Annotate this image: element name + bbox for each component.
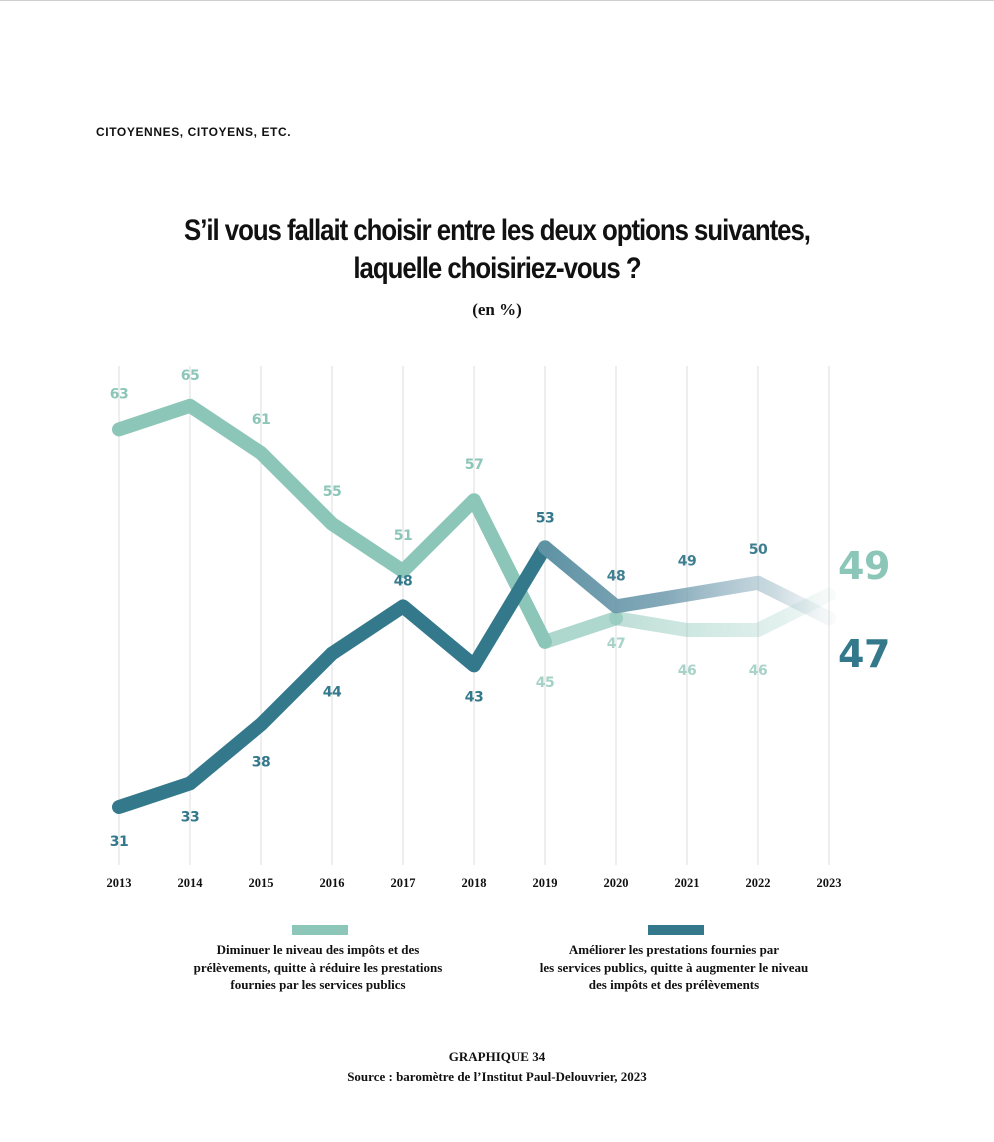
label-diminuer-2022: 46: [749, 663, 767, 679]
label-diminuer-2015: 61: [252, 412, 270, 428]
label-ameliorer-2013: 31: [110, 834, 128, 850]
series-line-ameliorer: [112, 540, 552, 814]
label-diminuer-2014: 65: [181, 368, 199, 384]
source-note: Source : baromètre de l’Institut Paul-De…: [347, 1069, 647, 1084]
label-ameliorer-2019: 53: [536, 510, 554, 526]
x-tick-label-2013: 2013: [107, 876, 132, 890]
label-diminuer-2016: 55: [323, 484, 341, 500]
label-ameliorer-2020: 48: [607, 568, 625, 584]
x-tick-label-2017: 2017: [391, 876, 416, 890]
legend-text-light: Diminuer le niveau des impôts et des pré…: [148, 941, 488, 994]
series-line-ameliorer-fade: [538, 540, 836, 626]
label-ameliorer-2018: 43: [465, 689, 483, 705]
label-ameliorer-2022: 50: [749, 542, 768, 558]
data-labels: 63 31 65 33 61 38 55 44 51 48 57 43 45 53 47 48 46 49 46 50…: [110, 368, 891, 850]
x-tick-label-2020: 2020: [604, 876, 629, 890]
series-line-diminuer-fade: [609, 587, 836, 637]
chart-title-line-2: laquelle choisiriez-vous ?: [353, 252, 641, 285]
chart-title-line-1: S’il vous fallait choisir entre les deux…: [184, 214, 811, 247]
label-ameliorer-2017: 48: [394, 573, 412, 589]
label-diminuer-2019: 45: [536, 675, 554, 691]
legend-dark-line-3: des impôts et des prélèvements: [588, 977, 760, 992]
grid-lines: [118, 366, 830, 865]
x-axis: 2013 2014 2015 2016 2017 2018 2019 2020 2021 2022…: [107, 876, 842, 890]
label-ameliorer-2016: 44: [323, 685, 342, 701]
label-diminuer-2021: 46: [678, 663, 696, 679]
line-chart: 63 31 65 33 61 38 55 44 51 48 57 43 45 53 47 48 46 49 46 50…: [107, 366, 891, 890]
legend-dark-line-1: Améliorer les prestations fournies par: [568, 942, 780, 957]
label-ameliorer-2014: 33: [181, 809, 199, 825]
x-tick-label-2014: 2014: [178, 876, 204, 890]
label-ameliorer-2021: 49: [678, 554, 696, 570]
legend-dark-line-2: les services publics, quitte à augmenter…: [539, 959, 809, 975]
legend-light-line-1: Diminuer le niveau des impôts et des: [216, 942, 420, 957]
legend-swatch-light: [292, 925, 348, 935]
label-diminuer-2017: 51: [394, 528, 412, 544]
series-lines: [112, 398, 836, 814]
figure-label: GRAPHIQUE 34: [448, 1049, 546, 1064]
x-tick-label-2021: 2021: [675, 876, 700, 890]
label-diminuer-2023: 49: [838, 544, 890, 588]
label-ameliorer-2015: 38: [252, 754, 270, 770]
series-line-diminuer-fade-start: [538, 611, 623, 649]
section-header: CITOYENNES, CITOYENS, ETC.: [96, 125, 292, 139]
x-tick-label-2023: 2023: [817, 876, 842, 890]
x-tick-label-2022: 2022: [746, 876, 771, 890]
x-tick-label-2016: 2016: [320, 876, 345, 890]
legend-swatch-dark: [648, 925, 704, 935]
series-line-diminuer: [112, 398, 552, 649]
legend-light-line-2: prélèvements, quitte à réduire les prest…: [193, 959, 443, 975]
legend-light-line-3: fournies par les services publics: [230, 977, 406, 992]
legend-text-dark: Améliorer les prestations fournies par l…: [504, 941, 844, 994]
x-tick-label-2019: 2019: [533, 876, 558, 890]
label-diminuer-2013: 63: [110, 386, 128, 402]
label-diminuer-2020: 47: [607, 636, 625, 652]
label-ameliorer-2023: 47: [838, 632, 890, 676]
chart-subtitle: (en %): [472, 300, 522, 319]
label-diminuer-2018: 57: [465, 457, 483, 473]
x-tick-label-2015: 2015: [249, 876, 274, 890]
x-tick-label-2018: 2018: [462, 876, 487, 890]
